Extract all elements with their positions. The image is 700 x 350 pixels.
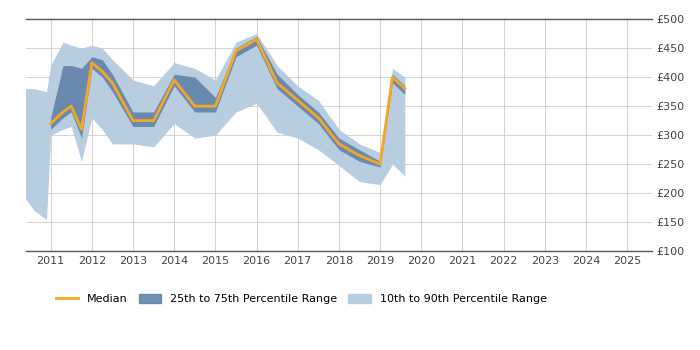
Legend: Median, 25th to 75th Percentile Range, 10th to 90th Percentile Range: Median, 25th to 75th Percentile Range, 1… xyxy=(52,289,551,309)
